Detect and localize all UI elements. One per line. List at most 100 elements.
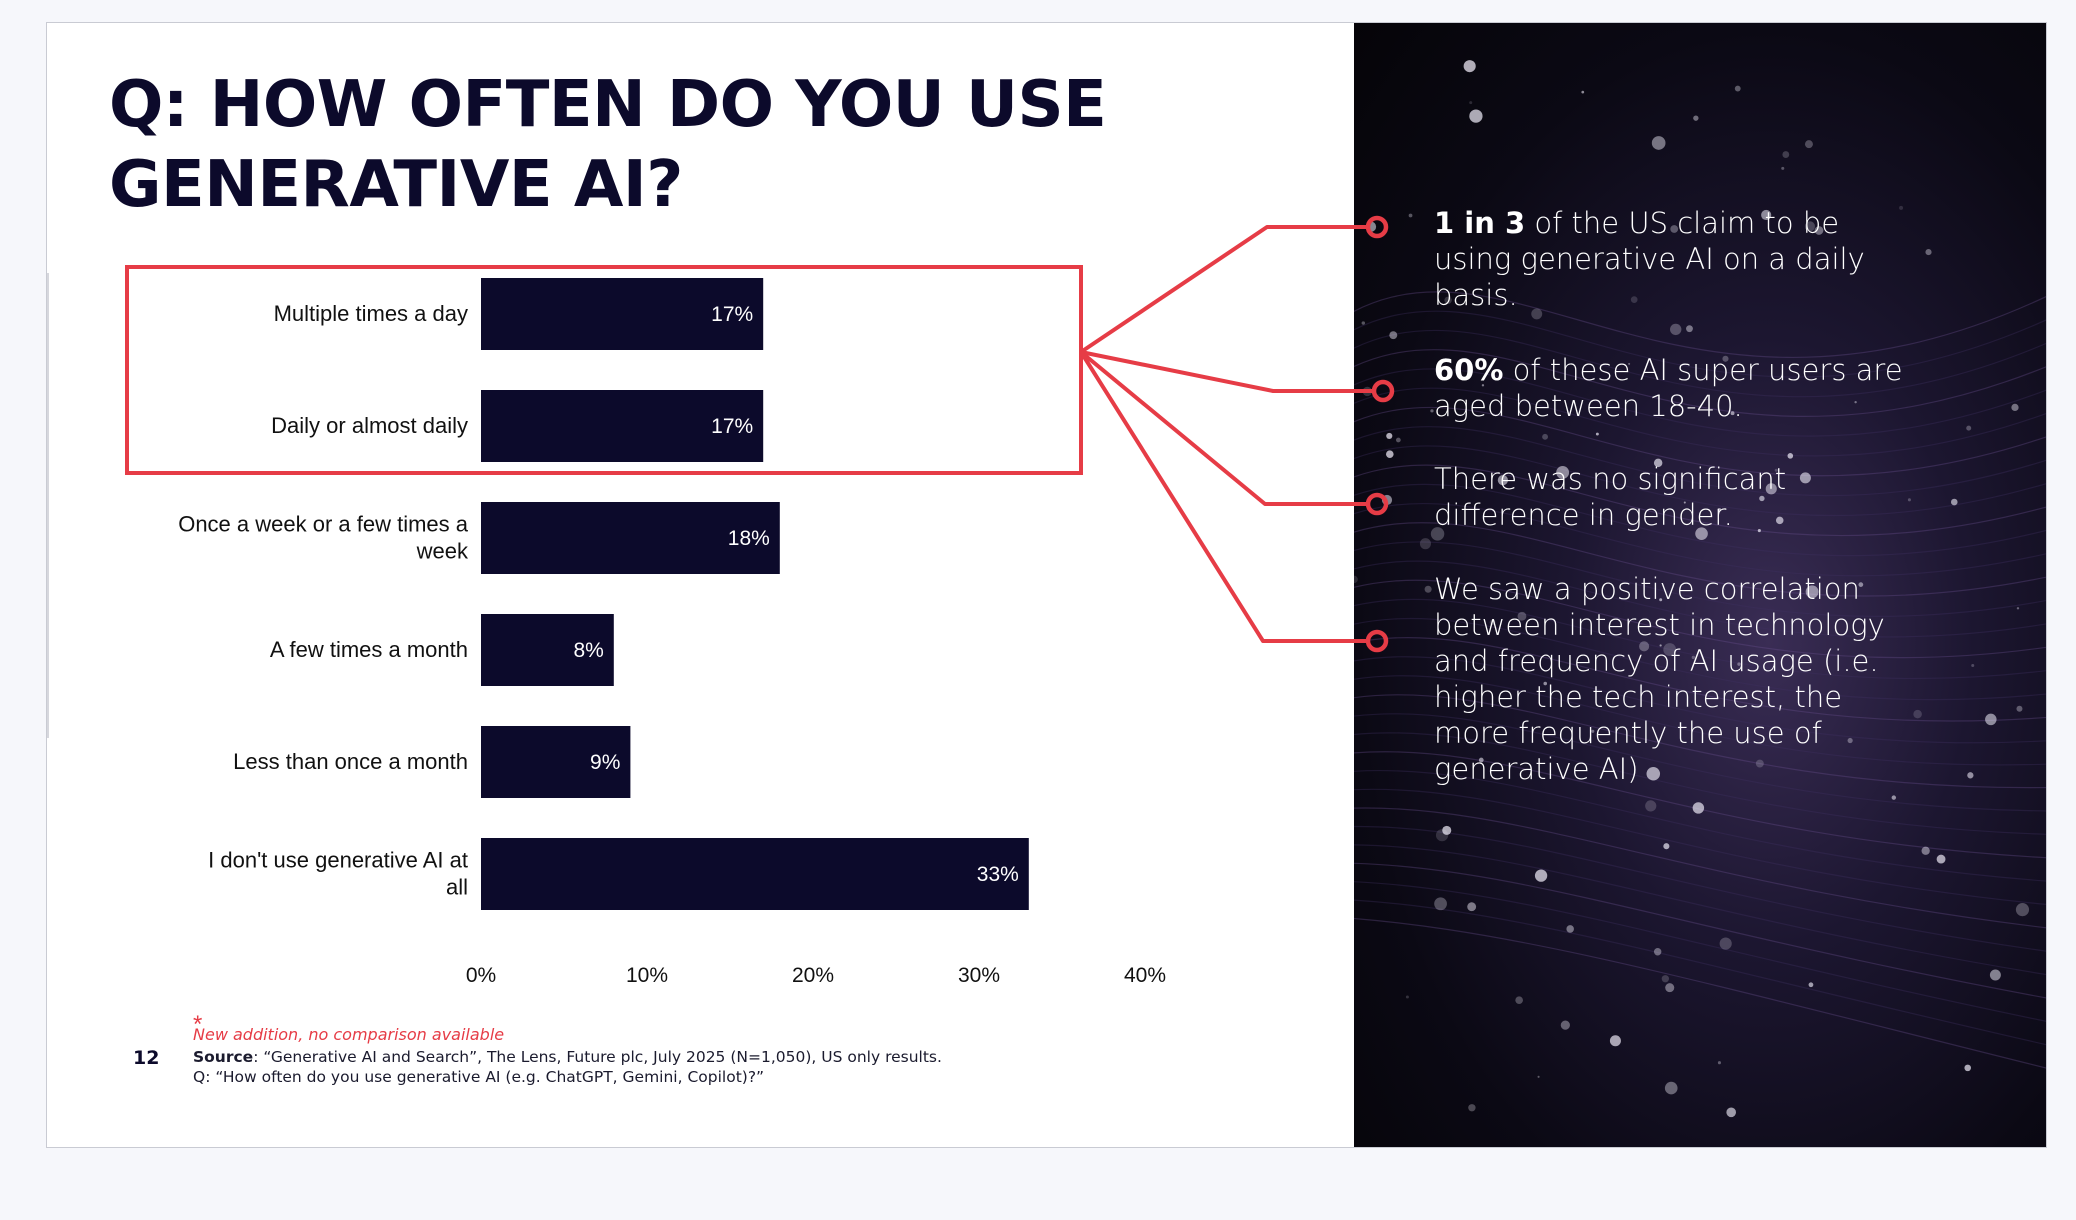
particle [1646, 767, 1661, 781]
category-label-3-line-1: Once a week or a few times a [178, 512, 469, 537]
particle [1691, 655, 1696, 660]
particle [1891, 795, 1897, 800]
bar-4 [481, 614, 614, 686]
particle [1814, 226, 1824, 235]
particle [1595, 432, 1599, 436]
particle [1663, 643, 1677, 656]
particle [1663, 843, 1670, 850]
particle [1389, 331, 1398, 340]
category-label-5: Less than once a month [233, 749, 468, 774]
particle [1430, 409, 1434, 413]
particle [1913, 709, 1922, 719]
insight-1-text: of the US claim to be using generative A… [1434, 206, 1865, 312]
particle [1670, 225, 1679, 233]
particle [1899, 205, 1904, 210]
particle [1609, 1035, 1621, 1047]
particle [1469, 101, 1473, 105]
wave-line [1354, 751, 2046, 859]
particle [1717, 508, 1722, 512]
value-label-6: 33% [977, 863, 1019, 886]
particle [1434, 897, 1447, 911]
particle [2011, 403, 2019, 412]
category-label-2-line-1: Daily or almost daily [271, 413, 468, 438]
category-label-3-line-2: week [416, 539, 469, 564]
value-label-5: 9% [590, 751, 620, 774]
bar-5 [481, 726, 631, 798]
particle [1497, 475, 1509, 486]
insight-3-text: There was no significant difference in g… [1434, 462, 1787, 532]
particle [1556, 466, 1570, 479]
particle [1424, 585, 1432, 593]
particle [1478, 757, 1484, 763]
wave-line [1354, 881, 2046, 1022]
particle [1989, 969, 2001, 981]
particle [1966, 425, 1972, 431]
wave-line [1354, 349, 2046, 417]
particle [1639, 641, 1650, 652]
particle [1726, 1107, 1737, 1118]
particle [1936, 854, 1946, 864]
particle [1405, 995, 1409, 999]
category-label-6: I don't use generative AI at all [208, 848, 468, 900]
wave-line [1354, 825, 2046, 952]
particle [1467, 902, 1477, 912]
particle [2016, 705, 2023, 712]
category-label-1: Multiple times a day [274, 301, 468, 326]
x-tick-label-2: 10% [626, 964, 668, 987]
particle [1683, 501, 1686, 504]
source-text: : “Generative AI and Search”, The Lens, … [253, 1048, 942, 1066]
particle [1686, 325, 1693, 333]
bar-6 [481, 838, 1029, 910]
particle [1444, 296, 1452, 305]
particle [1921, 846, 1930, 855]
particle [1651, 136, 1666, 150]
particle [1782, 151, 1790, 158]
particle [1365, 221, 1377, 232]
particle [1847, 737, 1853, 744]
particle [1659, 598, 1663, 602]
category-label-3: Once a week or a few times a week [178, 512, 469, 564]
particle [1515, 996, 1523, 1004]
particle [1719, 937, 1732, 950]
insight-2-bold: 60% [1434, 353, 1504, 387]
wave-lines [1354, 291, 2046, 1069]
footnote-note: New addition, no comparison available [193, 1025, 505, 1044]
wave-line [1354, 464, 2046, 537]
insight-2: 60% of these AI super users are aged bet… [1434, 352, 1904, 424]
wave-line [1354, 579, 2046, 659]
source-citation: Source: “Generative AI and Search”, The … [193, 1047, 942, 1087]
wave-line [1354, 732, 2046, 835]
footnote-asterisk: * [193, 1011, 203, 1038]
wave-line [1354, 387, 2046, 457]
particle [1659, 644, 1662, 647]
insight-4: We saw a positive correlation between in… [1434, 571, 1904, 787]
insight-1: 1 in 3 of the US claim to be using gener… [1434, 205, 1904, 313]
wave-line [1354, 541, 2046, 617]
particle [2015, 903, 2030, 917]
wave-line [1354, 844, 2046, 976]
x-tick-label-5: 40% [1124, 964, 1166, 987]
particle [1734, 85, 1741, 92]
particle [1722, 355, 1729, 362]
particle [1950, 498, 1958, 506]
particle [1695, 527, 1708, 540]
particle-background [1354, 60, 2046, 1118]
particle [1765, 483, 1777, 495]
particle [1653, 948, 1662, 956]
slide: Q: HOW OFTEN DO YOU USE GENERATIVE AI? 1… [46, 22, 2047, 1148]
particle [1664, 1081, 1678, 1095]
particle [1755, 759, 1764, 768]
wave-line [1354, 368, 2046, 437]
particle [1395, 437, 1401, 443]
category-label-6-line-2: all [446, 875, 468, 900]
particle [1419, 538, 1431, 550]
wave-line [1354, 656, 2046, 744]
particle [1645, 800, 1657, 812]
particle [1670, 323, 1682, 336]
bar-2 [481, 390, 764, 462]
particle [1717, 1061, 1721, 1065]
x-tick-label-4: 30% [958, 964, 1000, 987]
particle [1971, 664, 1975, 668]
particle [1430, 527, 1445, 541]
particle [1463, 60, 1476, 73]
